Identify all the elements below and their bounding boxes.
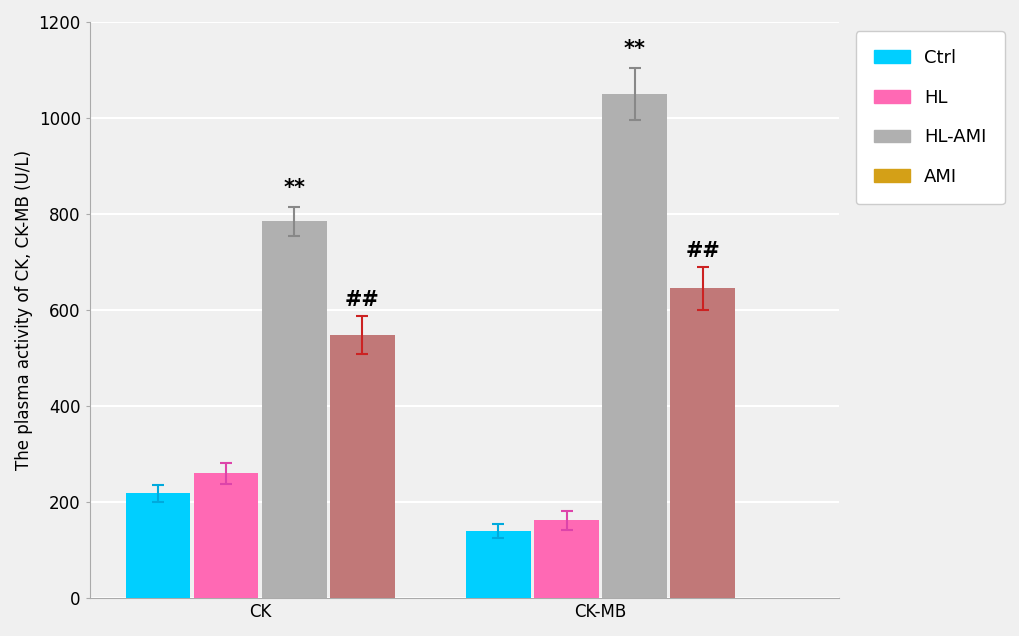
Legend: Ctrl, HL, HL-AMI, AMI: Ctrl, HL, HL-AMI, AMI	[855, 31, 1004, 204]
Bar	[262, 221, 326, 598]
Bar	[466, 531, 530, 598]
Text: ##: ##	[685, 241, 719, 261]
Bar	[194, 473, 258, 598]
Text: **: **	[283, 178, 305, 198]
Y-axis label: The plasma activity of CK, CK-MB (U/L): The plasma activity of CK, CK-MB (U/L)	[15, 150, 33, 470]
Bar	[125, 494, 191, 598]
Bar	[602, 94, 666, 598]
Bar	[669, 289, 735, 598]
Bar	[329, 335, 394, 598]
Text: **: **	[623, 39, 645, 59]
Bar	[534, 520, 598, 598]
Text: ##: ##	[344, 290, 379, 310]
